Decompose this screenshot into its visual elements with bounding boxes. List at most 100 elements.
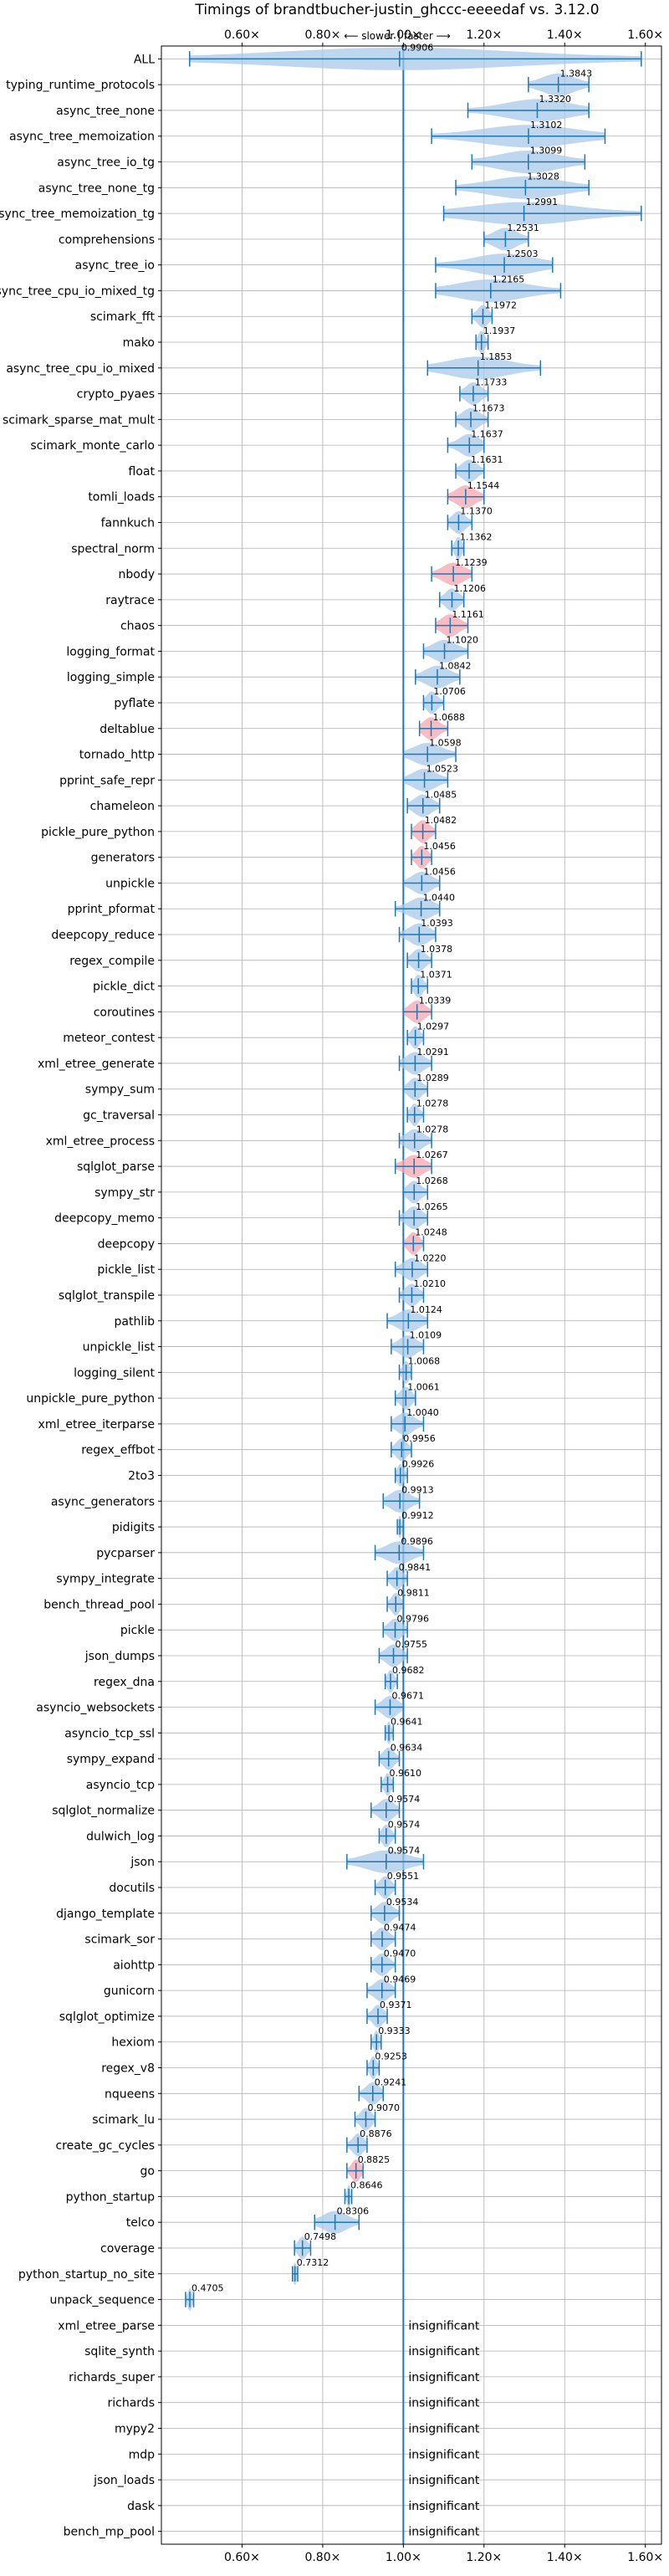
- benchmark-label: tornado_http: [79, 749, 155, 762]
- benchmark-label: async_tree_memoization: [9, 131, 155, 144]
- benchmark-label: ALL: [134, 53, 155, 66]
- value-label: 1.2165: [493, 274, 525, 285]
- benchmark-label: regex_dna: [94, 1676, 155, 1689]
- value-label: 0.9641: [391, 1716, 423, 1727]
- value-label: 1.0040: [406, 1407, 439, 1418]
- benchmark-label: pycparser: [96, 1547, 155, 1560]
- grid-layer: [158, 43, 661, 2548]
- value-label: 1.1733: [475, 377, 508, 388]
- benchmark-label: sqlglot_normalize: [52, 1805, 155, 1818]
- value-label: 1.0109: [410, 1330, 442, 1341]
- benchmark-label: sqlite_synth: [84, 2345, 155, 2358]
- benchmark-label: gunicorn: [104, 1984, 155, 1998]
- value-label: 0.9534: [386, 1897, 419, 1908]
- benchmark-label: xml_etree_parse: [58, 2319, 155, 2333]
- value-label: 0.9469: [384, 1974, 416, 1984]
- value-label: 1.1937: [483, 325, 516, 336]
- benchmark-label: sympy_expand: [67, 1753, 155, 1766]
- benchmark-label: pyflate: [114, 697, 155, 710]
- value-label: 0.9912: [401, 1510, 434, 1521]
- value-label: 0.9574: [388, 1845, 421, 1856]
- value-label: 1.0297: [417, 1021, 450, 1032]
- value-label: 0.8646: [350, 2180, 383, 2191]
- x-tick-label-top: 1.20×: [466, 28, 502, 42]
- value-label: 0.9634: [391, 1742, 423, 1753]
- value-label: 1.0378: [421, 944, 453, 955]
- benchmark-label: unpickle_list: [83, 1341, 156, 1355]
- value-label: 0.9682: [392, 1665, 425, 1676]
- value-label: 1.0248: [415, 1227, 447, 1238]
- plot-frame: [161, 45, 662, 2545]
- value-label: 1.1362: [460, 531, 493, 542]
- benchmark-label: regex_effbot: [81, 1444, 155, 1457]
- benchmark-label: scimark_monte_carlo: [30, 439, 155, 453]
- benchmark-label: pidigits: [112, 1521, 155, 1534]
- value-label: 1.0210: [413, 1278, 446, 1289]
- value-label: 1.1239: [455, 557, 488, 568]
- benchmark-label: bench_mp_pool: [64, 2526, 155, 2539]
- value-label: 1.1206: [454, 583, 487, 594]
- value-label: 0.9253: [375, 2051, 407, 2062]
- benchmark-label: logging_simple: [67, 671, 155, 684]
- benchmark-label: async_tree_cpu_io_mixed: [6, 362, 155, 376]
- chart-title: Timings of brandtbucher-justin_ghccc-eee…: [194, 2, 599, 18]
- benchmark-label: pickle_dict: [93, 981, 156, 994]
- value-label: 1.0688: [433, 712, 466, 723]
- value-label: 1.1544: [467, 480, 500, 491]
- benchmark-label: mdp: [129, 2448, 156, 2461]
- benchmark-label: logging_silent: [74, 1366, 155, 1380]
- value-label: 1.3843: [560, 68, 593, 79]
- marks-layer: [185, 46, 642, 2544]
- benchmark-label: asyncio_tcp: [86, 1779, 155, 1792]
- insignificant-label: insignificant: [408, 2526, 480, 2539]
- value-label: 1.3099: [530, 146, 563, 156]
- value-label: 0.7498: [304, 2231, 337, 2242]
- benchmark-label: sqlglot_parse: [77, 1160, 155, 1174]
- benchmark-label: logging_format: [66, 645, 155, 658]
- insignificant-label: insignificant: [408, 2448, 480, 2461]
- value-label: 1.0265: [416, 1201, 447, 1212]
- benchmark-label: fannkuch: [101, 516, 155, 530]
- benchmark-label: mypy2: [115, 2422, 155, 2435]
- value-label: 0.4705: [192, 2283, 224, 2294]
- benchmark-label: aiohttp: [113, 1959, 155, 1972]
- value-label: 1.0482: [425, 815, 457, 826]
- benchmark-label: asyncio_tcp_ssl: [64, 1727, 155, 1740]
- value-label: 1.1637: [471, 428, 503, 439]
- value-label: 1.0124: [410, 1304, 442, 1315]
- benchmark-label: telco: [126, 2216, 155, 2230]
- benchmark-label: generators: [91, 852, 155, 865]
- benchmark-label: raytrace: [105, 594, 155, 607]
- value-label: 1.0068: [408, 1355, 440, 1366]
- benchmark-label: sympy_integrate: [56, 1573, 155, 1586]
- value-label: 1.1161: [452, 609, 484, 620]
- x-tick-label-bottom: 1.40×: [547, 2551, 583, 2564]
- value-label: 1.1631: [471, 454, 503, 465]
- benchmark-label: mako: [123, 336, 155, 350]
- benchmark-label: go: [140, 2165, 155, 2179]
- benchmark-label: deepcopy: [98, 1237, 155, 1251]
- benchmark-label: nqueens: [105, 2087, 155, 2101]
- x-tick-label-top: 0.80×: [304, 28, 340, 42]
- value-label: 1.1972: [484, 300, 517, 310]
- insignificant-label: insignificant: [408, 2371, 480, 2384]
- value-label: 0.9926: [402, 1459, 435, 1470]
- value-label: 0.9906: [401, 43, 434, 54]
- benchmark-label: nbody: [119, 568, 156, 581]
- value-label: 1.0456: [423, 841, 456, 852]
- value-label: 0.9755: [396, 1639, 428, 1650]
- insignificant-label: insignificant: [408, 2474, 480, 2487]
- insignificant-label: insignificant: [408, 2500, 480, 2513]
- value-label: 1.1020: [447, 635, 479, 646]
- benchmark-label: async_tree_cpu_io_mixed_tg: [0, 284, 155, 298]
- value-label: 0.9796: [397, 1613, 430, 1624]
- x-tick-label-bottom: 1.20×: [466, 2551, 502, 2564]
- value-label: 1.0485: [425, 789, 457, 800]
- value-label: 0.9070: [368, 2102, 401, 2113]
- benchmark-label: pickle: [120, 1624, 155, 1637]
- value-label: 1.0440: [423, 892, 456, 903]
- value-label: 0.9333: [378, 2025, 411, 2036]
- value-label: 0.9811: [397, 1588, 430, 1599]
- benchmark-label: xml_etree_generate: [38, 1058, 155, 1071]
